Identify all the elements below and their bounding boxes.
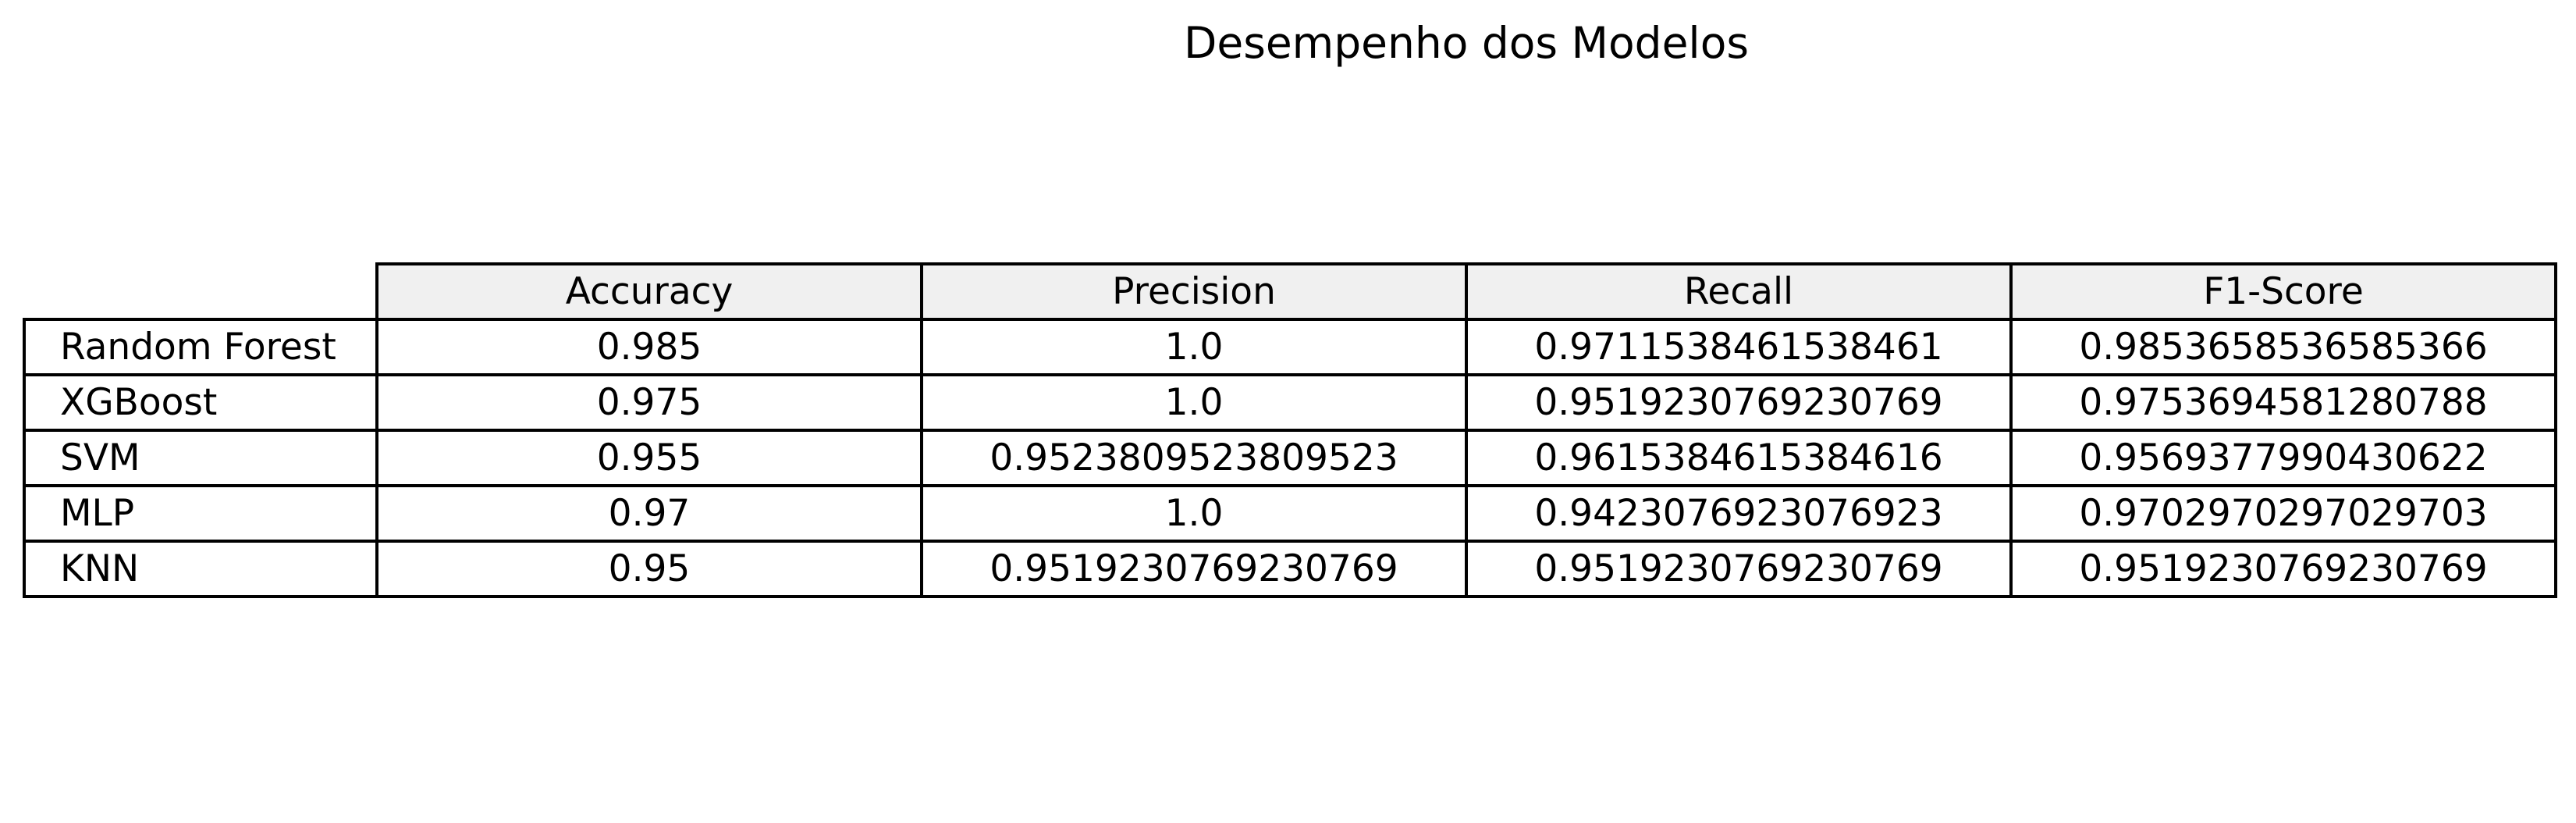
table-cell: 0.9523809523809523 — [920, 429, 1468, 487]
table-cell: 0.9615384615384616 — [1465, 429, 2013, 487]
table-row: MLP 0.97 1.0 0.9423076923076923 0.970297… — [23, 484, 2557, 543]
table-cell: 0.9711538461538461 — [1465, 318, 2013, 376]
row-label: XGBoost — [23, 373, 378, 432]
corner-cell — [24, 264, 377, 319]
header-row: Accuracy Precision Recall F1-Score — [24, 262, 2557, 321]
table-cell: 0.9519230769230769 — [1465, 540, 2013, 598]
table-cell: 0.9569377990430622 — [2009, 429, 2557, 487]
table-row: KNN 0.95 0.9519230769230769 0.9519230769… — [23, 540, 2557, 598]
table-cell: 0.9519230769230769 — [1465, 373, 2013, 432]
metrics-table: Accuracy Precision Recall F1-Score Rando… — [23, 262, 2557, 598]
column-header-f1-score: F1-Score — [2009, 262, 2557, 321]
table-cell: 0.9519230769230769 — [2009, 540, 2557, 598]
table-cell: 0.9853658536585366 — [2009, 318, 2557, 376]
column-header-accuracy: Accuracy — [375, 262, 923, 321]
row-label: Random Forest — [23, 318, 378, 376]
table-cell: 0.9702970297029703 — [2009, 484, 2557, 543]
column-header-precision: Precision — [920, 262, 1468, 321]
table-cell: 0.975 — [375, 373, 923, 432]
table-cell: 1.0 — [920, 318, 1468, 376]
table-row: SVM 0.955 0.9523809523809523 0.961538461… — [23, 429, 2557, 487]
row-label: KNN — [23, 540, 378, 598]
row-label: MLP — [23, 484, 378, 543]
table-cell: 0.95 — [375, 540, 923, 598]
chart-title: Desempenho dos Modelos — [1184, 18, 1749, 68]
table-cell: 0.9423076923076923 — [1465, 484, 2013, 543]
table-cell: 1.0 — [920, 373, 1468, 432]
table-cell: 0.985 — [375, 318, 923, 376]
row-label: SVM — [23, 429, 378, 487]
table-row: XGBoost 0.975 1.0 0.9519230769230769 0.9… — [23, 373, 2557, 432]
table-cell: 0.955 — [375, 429, 923, 487]
column-header-recall: Recall — [1465, 262, 2013, 321]
table-cell: 1.0 — [920, 484, 1468, 543]
table-cell: 0.9753694581280788 — [2009, 373, 2557, 432]
table-cell: 0.97 — [375, 484, 923, 543]
metrics-table-container: Accuracy Precision Recall F1-Score Rando… — [23, 262, 2557, 598]
table-row: Random Forest 0.985 1.0 0.97115384615384… — [23, 318, 2557, 376]
table-cell: 0.9519230769230769 — [920, 540, 1468, 598]
